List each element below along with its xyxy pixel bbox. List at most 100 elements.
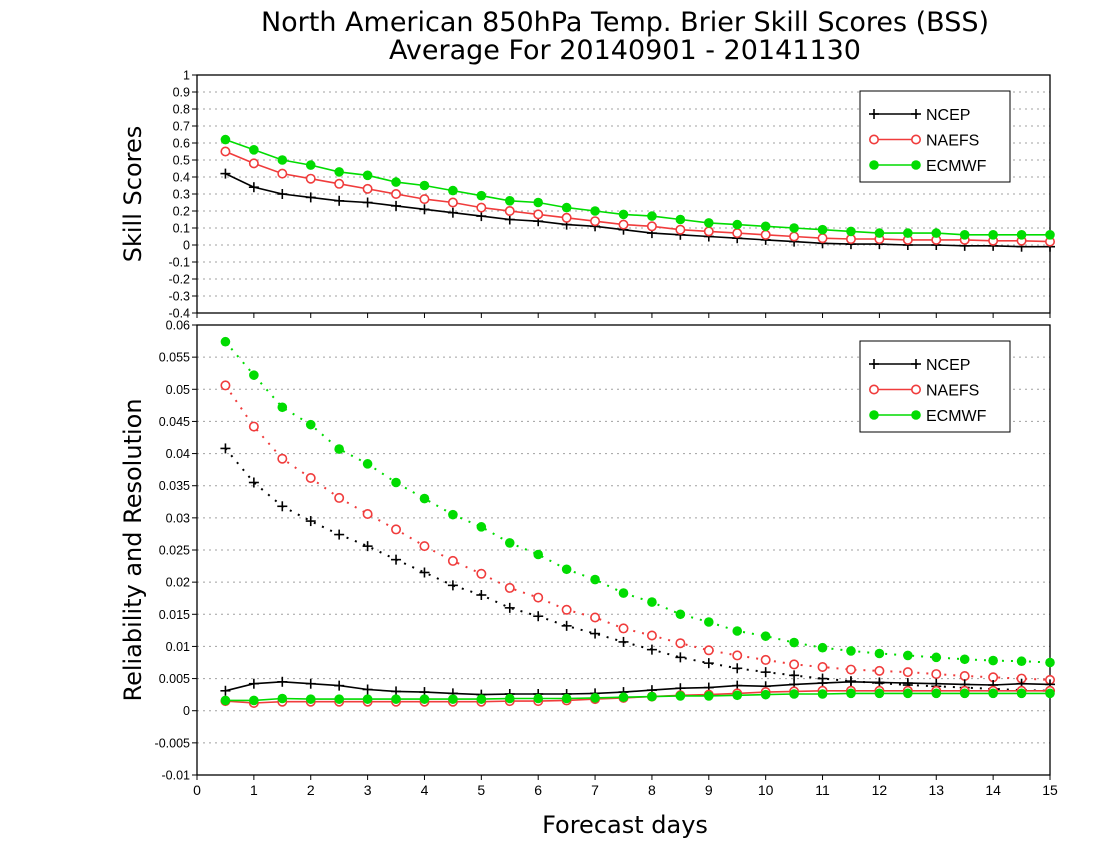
skill-ecmwf-point	[789, 223, 799, 233]
relres-naefs-resolution-point	[533, 592, 544, 603]
skill-ytick-label: -0.1	[168, 256, 190, 270]
skill-ytick-label: 0.4	[173, 171, 190, 185]
relres-ecmwf-resolution-point	[931, 652, 942, 663]
relres-legend-marker	[869, 410, 879, 420]
skill-ecmwf-point	[647, 211, 657, 221]
relres-ecmwf-resolution-point	[732, 626, 743, 636]
relres-legend-marker	[911, 410, 921, 420]
xtick-label: 6	[534, 782, 542, 798]
relres-ecmwf-reliability-point	[533, 693, 543, 704]
skill-legend-marker	[911, 109, 921, 119]
relres-ecmwf-reliability-point	[647, 691, 657, 702]
skill-legend-marker	[869, 109, 879, 119]
relres-ecmwf-reliability-point	[704, 691, 714, 701]
skill-naefs-point	[504, 206, 515, 217]
skill-ecmwf-point	[277, 155, 288, 165]
skill-legend-marker	[869, 160, 879, 170]
relres-ytick-label: 0.03	[166, 511, 190, 525]
relres-ncep-resolution-point	[646, 644, 657, 655]
skill-ncep-point	[476, 211, 487, 222]
relres-ytick-label: 0	[183, 704, 190, 718]
skill-ecmwf-point	[874, 228, 885, 238]
relres-naefs-resolution-point	[874, 665, 885, 676]
skill-ncep-point	[305, 192, 316, 203]
relres-ncep-resolution-point	[391, 554, 402, 565]
relres-ecmwf-reliability-point	[732, 690, 743, 701]
relres-ncep-resolution-point	[220, 443, 231, 454]
skill-ecmwf-point	[419, 180, 430, 191]
relres-naefs-resolution-point	[703, 645, 714, 656]
skill-naefs-point	[590, 216, 601, 227]
relres-ecmwf-resolution-point	[448, 509, 458, 520]
relres-ecmwf-resolution-point	[249, 370, 259, 380]
relres-ecmwf-resolution-point	[874, 648, 885, 659]
skill-ytick-label: 0.2	[173, 205, 190, 219]
relres-ncep-resolution-point	[334, 529, 345, 540]
relres-ncep-resolution-point	[419, 567, 430, 578]
relres-naefs-resolution-point	[959, 670, 970, 681]
relres-ecmwf-reliability-point	[789, 689, 799, 699]
relres-ecmwf-reliability-point	[277, 693, 288, 704]
skill-naefs-point	[618, 219, 629, 230]
relres-ytick-label: 0.04	[166, 447, 190, 461]
xtick-label: 8	[648, 782, 656, 798]
relres-ytick-label: 0.02	[166, 576, 190, 590]
relres-y-axis-title: Reliability and Resolution	[119, 398, 147, 701]
relres-ecmwf-resolution-point	[704, 617, 714, 627]
relres-ncep-reliability-point	[334, 680, 345, 691]
skill-legend-marker	[911, 160, 921, 170]
skill-naefs-point	[561, 212, 572, 223]
relres-ytick-label: 0.025	[159, 544, 190, 558]
relres-naefs-resolution-point	[561, 604, 572, 615]
skill-ytick-label: 0.1	[173, 222, 190, 236]
skill-ecmwf-point	[846, 226, 856, 237]
skill-naefs-point	[248, 158, 259, 169]
relres-naefs-resolution-line	[224, 384, 1051, 681]
relres-ecmwf-reliability-point	[590, 693, 600, 703]
skill-ecmwf-point	[817, 224, 828, 235]
relres-ytick-label: 0.06	[166, 319, 190, 333]
xtick-label: 3	[364, 782, 372, 798]
skill-ecmwf-point	[220, 134, 231, 145]
relres-ncep-reliability-point	[362, 684, 373, 695]
xtick-label: 9	[705, 782, 713, 798]
skill-naefs-point	[646, 221, 657, 232]
relres-ecmwf-reliability-point	[391, 694, 401, 704]
xtick-label: 1	[250, 782, 258, 798]
relres-legend-label: NCEP	[926, 357, 970, 374]
skill-legend-marker	[868, 134, 879, 145]
relres-ytick-label: 0.045	[159, 415, 190, 429]
xtick-label: 13	[928, 782, 944, 798]
skill-ecmwf-point	[476, 190, 487, 201]
relres-ecmwf-reliability-point	[959, 688, 970, 699]
relres-ecmwf-reliability-point	[931, 688, 942, 699]
relres-naefs-resolution-point	[248, 421, 259, 432]
skill-ecmwf-point	[931, 228, 942, 238]
relres-ecmwf-resolution-point	[846, 646, 856, 656]
skill-ncep-point	[220, 168, 231, 179]
relres-ecmwf-resolution-point	[220, 336, 231, 347]
skill-score-panel: -0.4 -0.3 -0.2 -0.1 0 0.1 0.2 0.3 0.4 0.5 0.6 0.7 0.…	[119, 69, 1056, 321]
relres-ncep-reliability-point	[874, 677, 885, 688]
relres-ecmwf-resolution-point	[362, 459, 373, 469]
relres-ecmwf-resolution-point	[419, 493, 430, 504]
relres-ncep-resolution-point	[476, 590, 487, 600]
relres-ecmwf-reliability-point	[846, 688, 856, 699]
relres-ecmwf-reliability-point	[448, 694, 458, 704]
xtick-label: 12	[872, 782, 888, 798]
relres-ecmwf-resolution-point	[903, 650, 913, 661]
skill-naefs-point	[732, 228, 743, 239]
xtick-label: 0	[193, 782, 201, 798]
skill-naefs-point	[419, 194, 430, 205]
skill-ytick-label: -0.2	[168, 273, 190, 287]
relres-ncep-reliability-point	[305, 678, 316, 689]
xtick-label: 7	[591, 782, 599, 798]
relres-ecmwf-resolution-point	[334, 444, 344, 454]
relres-ecmwf-reliability-point	[419, 694, 430, 704]
relres-naefs-resolution-point	[277, 453, 288, 464]
relres-ytick-label: 0.015	[159, 608, 190, 622]
relres-ncep-reliability-point	[845, 676, 856, 687]
relres-ecmwf-resolution-point	[647, 597, 657, 607]
skill-ecmwf-point	[504, 196, 515, 206]
relres-legend: NCEP NAEFS ECMWF	[859, 340, 1011, 433]
